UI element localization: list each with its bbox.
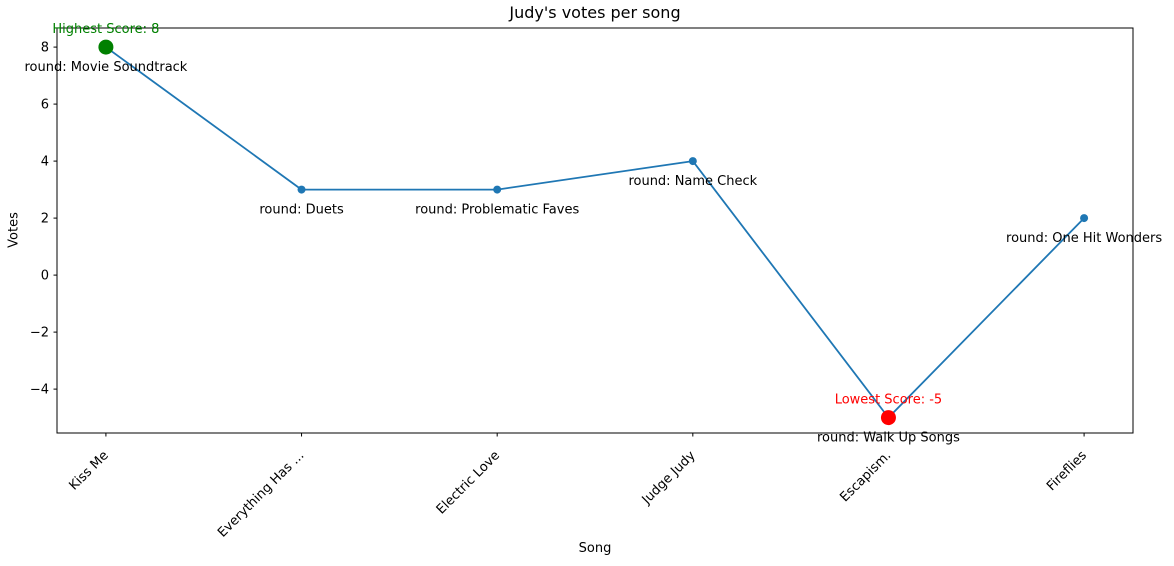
point-annotation: round: Name Check	[628, 174, 757, 189]
point-annotation: round: Walk Up Songs	[817, 431, 960, 446]
data-point-highlight	[98, 39, 114, 55]
x-tick-label: Fireflies	[1044, 448, 1090, 494]
y-tick-label: 4	[41, 155, 49, 170]
y-tick-label: −2	[30, 326, 49, 341]
point-annotation: round: Duets	[259, 203, 344, 218]
y-tick-label: 8	[41, 41, 49, 56]
data-point-highlight	[880, 410, 896, 426]
y-tick-label: 6	[41, 98, 49, 113]
data-point	[297, 185, 306, 194]
data-point	[688, 157, 697, 166]
x-tick-label: Everything Has ...	[215, 448, 307, 540]
highlight-annotation: Lowest Score: -5	[835, 393, 943, 408]
plot-border	[56, 27, 1134, 434]
x-tick-label: Escapism.	[837, 448, 894, 505]
chart-title: Judy's votes per song	[509, 3, 681, 22]
x-tick-label: Kiss Me	[66, 448, 111, 493]
y-tick-label: 2	[41, 212, 49, 227]
highlight-annotation: Highest Score: 8	[52, 22, 159, 37]
data-point	[493, 185, 502, 194]
y-tick-label: 0	[41, 269, 49, 284]
point-annotation: round: One Hit Wonders	[1006, 231, 1162, 246]
y-axis-label: Votes	[6, 212, 22, 248]
x-tick-label: Judge Judy	[639, 448, 699, 508]
x-tick-label: Electric Love	[434, 448, 503, 517]
point-annotation: round: Movie Soundtrack	[24, 60, 187, 75]
data-line	[105, 46, 1085, 419]
point-annotation: round: Problematic Faves	[415, 203, 579, 218]
data-point	[1080, 214, 1089, 223]
y-tick-label: −4	[30, 383, 49, 398]
x-axis-label: Song	[578, 541, 612, 556]
